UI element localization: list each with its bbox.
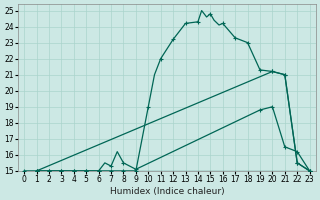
X-axis label: Humidex (Indice chaleur): Humidex (Indice chaleur) (109, 187, 224, 196)
